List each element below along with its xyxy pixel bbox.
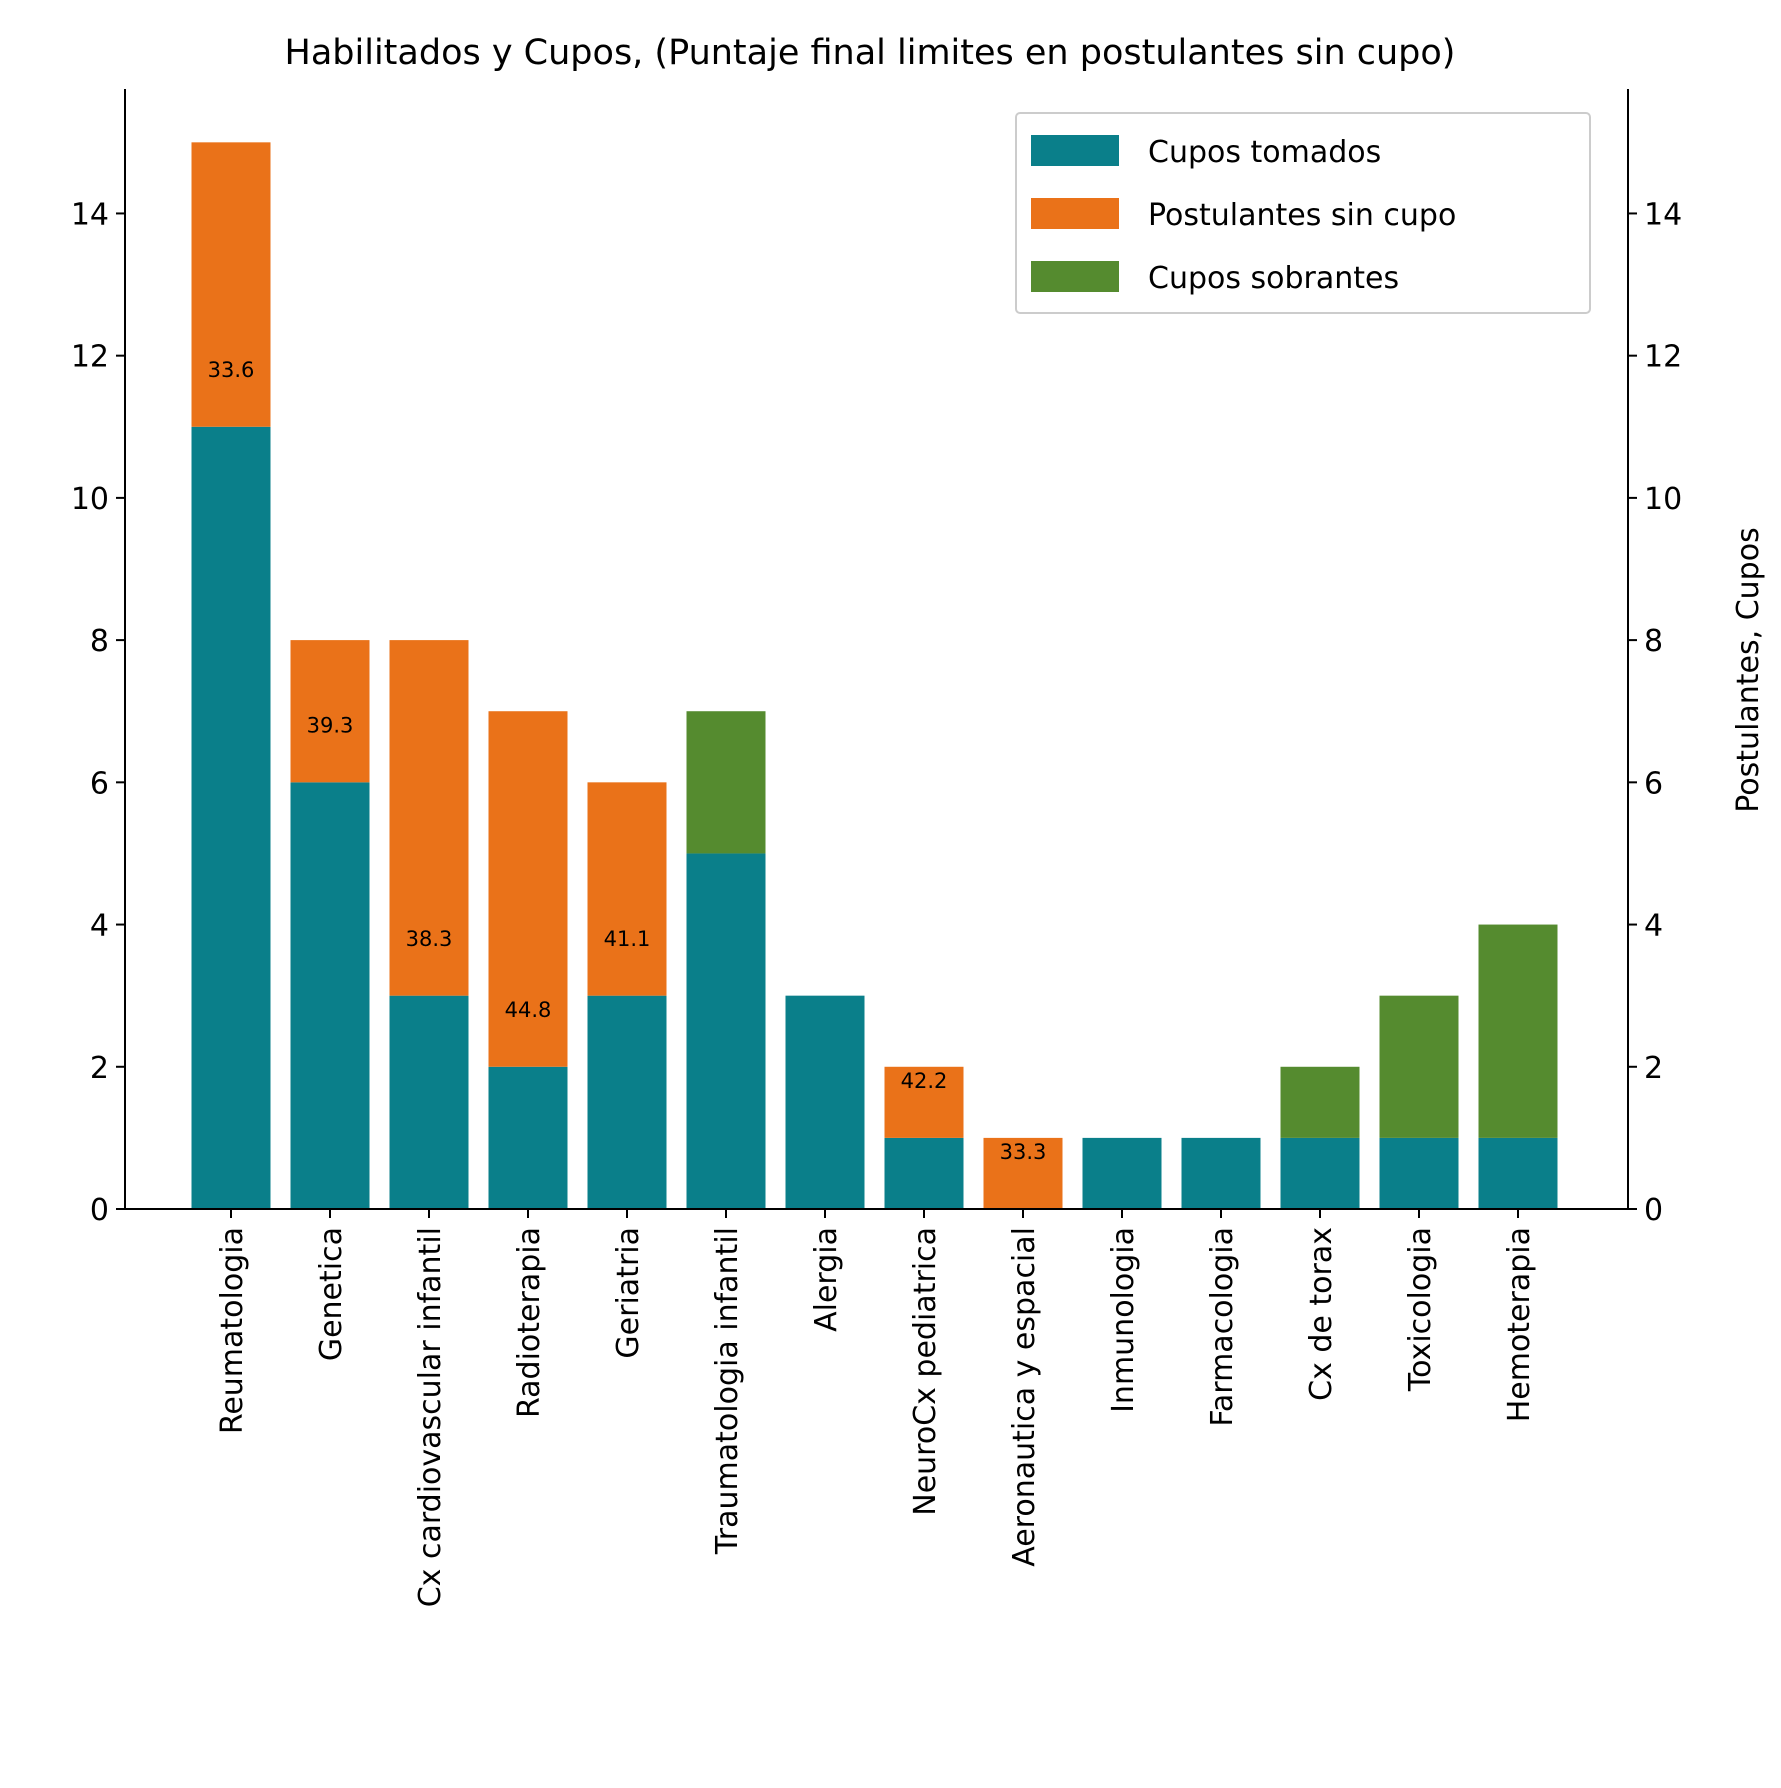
data-label-cx-cardiovascular-infantil: 38.3	[406, 927, 453, 951]
right-y-tick-labels: 0 2 4 6 8 10 12 14	[1628, 197, 1682, 1228]
left-y-tick-label: 8	[90, 624, 109, 659]
bar-aeronautica-y-espacial-postulantes-sin-cupo	[983, 1137, 1063, 1209]
right-y-tick-label: 4	[1644, 909, 1663, 944]
data-label-genetica: 39.3	[307, 714, 354, 738]
data-labels-group: 33.6 39.3 38.3 44.8 41.1 42.2 33.3	[208, 358, 1047, 1164]
left-y-tick-label: 0	[90, 1193, 109, 1228]
x-tick-label-hemoterapia: Hemoterapia	[1502, 1227, 1537, 1422]
x-tick-label-reumatologia: Reumatologia	[215, 1227, 250, 1434]
legend: Cupos tomados Postulantes sin cupo Cupos s…	[1015, 112, 1591, 314]
bar-farmacologia-cupos-tomados	[1181, 1137, 1261, 1209]
bar-toxicologia-cupos-tomados	[1379, 1137, 1459, 1209]
x-tick-label-radioterapia: Radioterapia	[512, 1227, 547, 1418]
x-tick-label-farmacologia: Farmacologia	[1205, 1227, 1240, 1427]
bar-cx-cardiovascular-infantil-cupos-tomados	[389, 995, 469, 1209]
chart-title: Habilitados y Cupos, (Puntaje final limi…	[285, 33, 1456, 73]
x-tick-labels: Reumatologia Genetica Cx cardiovascular in…	[215, 1209, 1537, 1607]
x-tick-label-traumatologia-infantil: Traumatologia infantil	[710, 1227, 745, 1555]
x-tick-label-cx-cardiovascular-infantil: Cx cardiovascular infantil	[413, 1227, 448, 1607]
data-label-radioterapia: 44.8	[505, 998, 552, 1022]
left-y-tick-label: 2	[90, 1051, 109, 1086]
bar-traumatologia-infantil-cupos-tomados	[686, 853, 766, 1209]
bar-cx-de-torax-cupos-sobrantes	[1280, 1066, 1360, 1138]
axes-group	[124, 89, 1629, 1210]
right-y-tick-label: 10	[1644, 482, 1682, 517]
data-label-geriatria: 41.1	[604, 927, 651, 951]
left-y-tick-label: 12	[71, 340, 109, 375]
right-y-tick-label: 0	[1644, 1193, 1663, 1228]
right-y-axis-label: Postulantes, Cupos	[1731, 527, 1766, 812]
x-tick-label-aeronautica-y-espacial: Aeronautica y espacial	[1007, 1227, 1042, 1567]
right-y-tick-label: 8	[1644, 624, 1663, 659]
legend-swatch-cupos-tomados	[1031, 135, 1119, 166]
x-tick-label-alergia: Alergia	[809, 1227, 844, 1332]
legend-swatch-cupos-sobrantes	[1031, 261, 1119, 292]
bars-group	[191, 142, 1558, 1209]
x-tick-label-cx-de-torax: Cx de torax	[1304, 1227, 1339, 1401]
bar-geriatria-cupos-tomados	[587, 995, 667, 1209]
bar-cx-de-torax-cupos-tomados	[1280, 1137, 1360, 1209]
bar-traumatologia-infantil-cupos-sobrantes	[686, 711, 766, 854]
legend-label-cupos-tomados: Cupos tomados	[1148, 135, 1381, 170]
bar-genetica-postulantes-sin-cupo	[290, 640, 370, 783]
bar-alergia-cupos-tomados	[785, 995, 865, 1209]
legend-box	[1015, 112, 1591, 314]
legend-label-postulantes-sin-cupo: Postulantes sin cupo	[1148, 198, 1456, 233]
x-tick-label-genetica: Genetica	[314, 1227, 349, 1361]
legend-label-cupos-sobrantes: Cupos sobrantes	[1148, 261, 1399, 296]
bar-hemoterapia-cupos-tomados	[1478, 1137, 1558, 1209]
right-y-tick-label: 6	[1644, 766, 1663, 801]
data-label-neurocx-pediatrica: 42.2	[901, 1069, 948, 1093]
bar-reumatologia-cupos-tomados	[191, 426, 271, 1209]
bar-radioterapia-cupos-tomados	[488, 1066, 568, 1209]
left-y-tick-label: 4	[90, 909, 109, 944]
bar-inmunologia-cupos-tomados	[1082, 1137, 1162, 1209]
bar-genetica-cupos-tomados	[290, 782, 370, 1209]
bar-neurocx-pediatrica-postulantes-sin-cupo	[884, 1066, 964, 1138]
bar-hemoterapia-cupos-sobrantes	[1478, 924, 1558, 1138]
right-y-tick-label: 14	[1644, 197, 1682, 232]
bar-toxicologia-cupos-sobrantes	[1379, 995, 1459, 1138]
data-label-aeronautica-y-espacial: 33.3	[1000, 1140, 1047, 1164]
x-tick-label-neurocx-pediatrica: NeuroCx pediatrica	[908, 1227, 943, 1516]
bar-neurocx-pediatrica-cupos-tomados	[884, 1137, 964, 1209]
left-y-tick-label: 14	[71, 197, 109, 232]
left-y-tick-labels: 0 2 4 6 8 10 12 14	[71, 197, 125, 1228]
right-y-tick-label: 12	[1644, 340, 1682, 375]
bar-reumatologia-postulantes-sin-cupo	[191, 142, 271, 427]
x-tick-label-toxicologia: Toxicologia	[1403, 1227, 1438, 1392]
left-y-tick-label: 10	[71, 482, 109, 517]
bar-radioterapia-postulantes-sin-cupo	[488, 711, 568, 1067]
left-y-tick-label: 6	[90, 766, 109, 801]
x-tick-label-inmunologia: Inmunologia	[1106, 1227, 1141, 1413]
bar-cx-cardiovascular-infantil-postulantes-sin-cupo	[389, 640, 469, 996]
bar-geriatria-postulantes-sin-cupo	[587, 782, 667, 996]
right-y-tick-label: 2	[1644, 1051, 1663, 1086]
legend-swatch-postulantes-sin-cupo	[1031, 198, 1119, 229]
data-label-reumatologia: 33.6	[208, 358, 255, 382]
x-tick-label-geriatria: Geriatria	[611, 1227, 646, 1359]
